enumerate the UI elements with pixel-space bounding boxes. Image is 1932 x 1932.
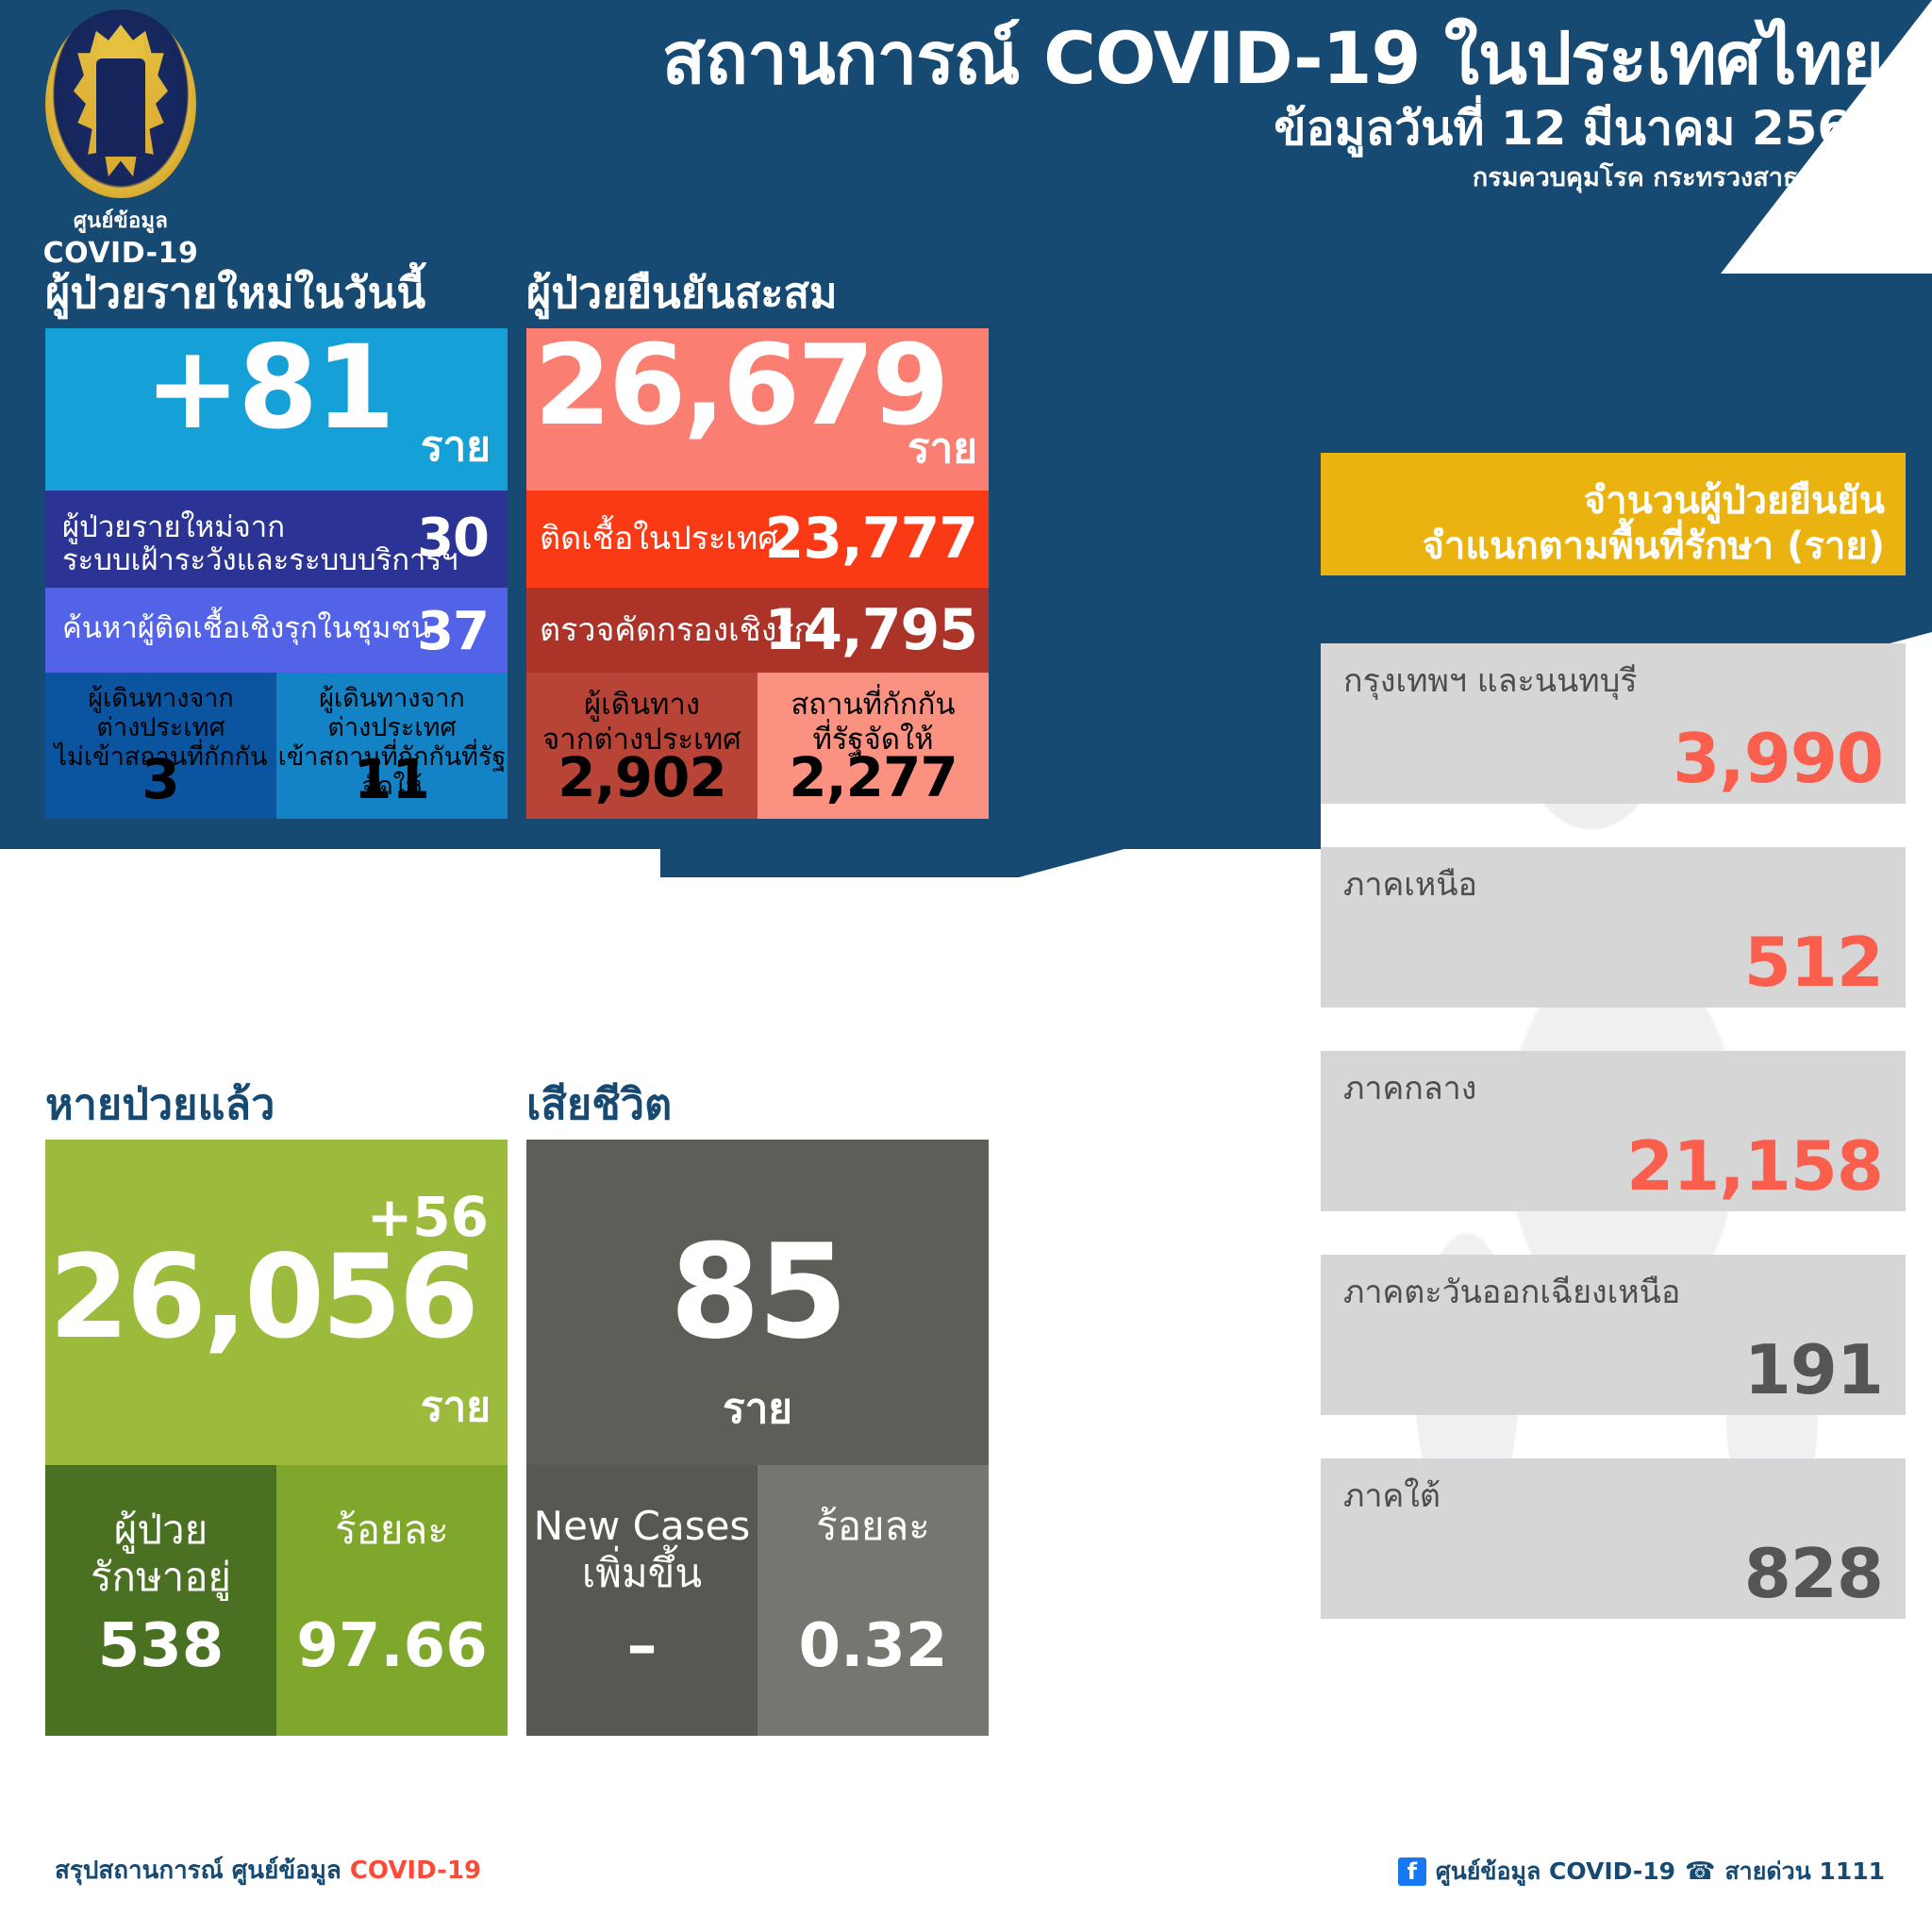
section-title-recovered: หายป่วยแล้ว (45, 1079, 275, 1129)
cumulative-row-active-screening-value: 14,795 (764, 597, 978, 663)
recovered-cell-percent-value: 97.66 (296, 1611, 488, 1681)
cumulative-quad-state-quarantine-value: 2,277 (789, 745, 958, 809)
new-cases-quad-no-quarantine-value: 3 (142, 747, 180, 811)
recovered-hero-unit: ราย (420, 1383, 491, 1431)
recovered-hero-card: +56 26,056 ราย (45, 1140, 508, 1465)
recovered-delta: +56 (366, 1185, 489, 1249)
page-title: สถานการณ์ COVID-19 ในประเทศไทย (661, 16, 1884, 100)
region-row-south-name: ภาคใต้ (1343, 1477, 1441, 1515)
region-row-north-value: 512 (1743, 923, 1884, 1002)
new-cases-quad-state-quarantine-value: 11 (354, 747, 430, 811)
regions-header-line2: จำแนกตามพื้นที่รักษา (ราย) (1422, 525, 1885, 568)
deaths-hero-card: 85 ราย (526, 1140, 989, 1465)
new-cases-row-surveillance: ผู้ป่วยรายใหม่จาก ระบบเฝ้าระวังและระบบบร… (45, 491, 508, 588)
new-cases-row-surveillance-value: 30 (417, 508, 490, 569)
cumulative-quad-from-abroad: ผู้เดินทาง จากต่างประเทศ 2,902 (526, 673, 758, 819)
cumulative-row-active-screening-label: ตรวจคัดกรองเชิงรุก (540, 611, 814, 649)
footer-facebook-text: ศูนย์ข้อมูล COVID-19 (1435, 1857, 1676, 1885)
new-cases-row-active-search-value: 37 (417, 601, 490, 662)
cumulative-hero-unit: ราย (907, 425, 977, 473)
region-row-bangkok: กรุงเทพฯ และนนทบุรี 3,990 (1321, 643, 1906, 804)
footer-phone-text: สายด่วน 1111 (1724, 1857, 1885, 1885)
deaths-hero-unit: ราย (722, 1385, 793, 1433)
new-cases-quad-no-quarantine-label: ผู้เดินทางจาก ต่างประเทศ ไม่เข้าสถานที่ก… (54, 684, 268, 773)
deaths-hero-value: 85 (669, 1216, 848, 1368)
recovered-cell-under-treatment: ผู้ป่วย รักษาอยู่ 538 (45, 1465, 276, 1736)
deaths-cell-new-cases: New Cases เพิ่มขึ้น – (526, 1465, 758, 1736)
region-row-bangkok-value: 3,990 (1673, 719, 1884, 798)
new-cases-row-active-search-label: ค้นหาผู้ติดเชื้อเชิงรุกในชุมชน (62, 611, 431, 645)
new-cases-row-surveillance-label: ผู้ป่วยรายใหม่จาก ระบบเฝ้าระวังและระบบบร… (62, 510, 458, 577)
cumulative-row-domestic-value: 23,777 (764, 506, 978, 572)
header-text-block: สถานการณ์ COVID-19 ในประเทศไทย ข้อมูลวัน… (661, 16, 1884, 194)
new-cases-hero-unit: ราย (420, 423, 491, 471)
footer-left-highlight: COVID-19 (349, 1857, 482, 1885)
region-row-central-name: ภาคกลาง (1343, 1070, 1477, 1108)
region-row-south-value: 828 (1743, 1534, 1884, 1613)
new-cases-quad-state-quarantine-label: ผู้เดินทางจาก ต่างประเทศ เข้าสถานที่กักก… (277, 684, 507, 802)
deaths-cell-new-cases-value: – (626, 1611, 658, 1681)
new-cases-row-active-search: ค้นหาผู้ติดเชื้อเชิงรุกในชุมชน 37 (45, 588, 508, 673)
recovered-cell-percent-label: ร้อยละ (335, 1507, 449, 1553)
new-cases-quad-no-quarantine: ผู้เดินทางจาก ต่างประเทศ ไม่เข้าสถานที่ก… (45, 673, 276, 819)
cumulative-hero-value: 26,679 (534, 320, 949, 450)
page-date: ข้อมูลวันที่ 12 มีนาคม 2564 (1274, 100, 1883, 156)
cumulative-hero-card: 26,679 ราย (526, 328, 989, 491)
page-organization: กรมควบคุมโรค กระทรวงสาธารณสุข (1472, 162, 1883, 192)
recovered-cell-under-treatment-value: 538 (97, 1611, 225, 1681)
footer-left: สรุปสถานการณ์ ศูนย์ข้อมูล COVID-19 (55, 1851, 481, 1890)
page-header: ศูนย์ข้อมูล COVID-19 สถานการณ์ COVID-19 … (0, 0, 1932, 274)
thai-royal-garuda-emblem-icon (45, 9, 196, 198)
new-cases-hero-card: +81 ราย (45, 328, 508, 491)
phone-icon: ☎ (1685, 1857, 1716, 1886)
logo-subtitle-covid: COVID-19 (42, 237, 199, 270)
footer-left-text: สรุปสถานการณ์ ศูนย์ข้อมูล (55, 1857, 350, 1885)
cumulative-quad-state-quarantine: สถานที่กักกัน ที่รัฐจัดให้ 2,277 (758, 673, 989, 819)
region-row-northeast: ภาคตะวันออกเฉียงเหนือ 191 (1321, 1255, 1906, 1415)
cumulative-quad-from-abroad-label: ผู้เดินทาง จากต่างประเทศ (542, 688, 741, 758)
cumulative-row-active-screening: ตรวจคัดกรองเชิงรุก 14,795 (526, 588, 989, 673)
deaths-cell-percent-label: ร้อยละ (816, 1503, 930, 1549)
region-row-northeast-value: 191 (1743, 1330, 1884, 1409)
cumulative-quad-state-quarantine-label: สถานที่กักกัน ที่รัฐจัดให้ (791, 688, 956, 758)
logo-block: ศูนย์ข้อมูล COVID-19 (26, 9, 215, 270)
section-title-cumulative: ผู้ป่วยยืนยันสะสม (526, 268, 838, 318)
recovered-cell-percent: ร้อยละ 97.66 (276, 1465, 508, 1736)
regions-header-card: จำนวนผู้ป่วยยืนยัน จำแนกตามพื้นที่รักษา … (1321, 453, 1906, 575)
facebook-icon[interactable]: f (1397, 1857, 1426, 1886)
cumulative-quad-from-abroad-value: 2,902 (558, 745, 726, 809)
region-row-north: ภาคเหนือ 512 (1321, 847, 1906, 1008)
region-row-south: ภาคใต้ 828 (1321, 1458, 1906, 1619)
region-row-central-value: 21,158 (1626, 1126, 1884, 1206)
region-row-bangkok-name: กรุงเทพฯ และนนทบุรี (1343, 662, 1638, 700)
regions-header-line1: จำนวนผู้ป่วยยืนยัน (1583, 479, 1885, 523)
deaths-cell-percent-value: 0.32 (798, 1611, 948, 1681)
new-cases-hero-value: +81 (144, 321, 395, 455)
recovered-cell-under-treatment-label: ผู้ป่วย รักษาอยู่ (90, 1507, 232, 1601)
footer-right: f ศูนย์ข้อมูล COVID-19 ☎ สายด่วน 1111 (1397, 1853, 1885, 1890)
logo-subtitle-thai: ศูนย์ข้อมูล (73, 209, 169, 233)
cumulative-row-domestic: ติดเชื้อในประเทศ 23,777 (526, 491, 989, 588)
region-row-northeast-name: ภาคตะวันออกเฉียงเหนือ (1343, 1274, 1681, 1311)
deaths-cell-percent: ร้อยละ 0.32 (758, 1465, 989, 1736)
cumulative-row-domestic-label: ติดเชื้อในประเทศ (540, 520, 778, 558)
new-cases-quad-state-quarantine: ผู้เดินทางจาก ต่างประเทศ เข้าสถานที่กักก… (276, 673, 508, 819)
section-title-new-cases: ผู้ป่วยรายใหม่ในวันนี้ (45, 268, 426, 318)
deaths-cell-new-cases-label: New Cases เพิ่มขึ้น (533, 1503, 751, 1597)
recovered-hero-value: 26,056 (49, 1230, 479, 1364)
section-title-deaths: เสียชีวิต (526, 1079, 673, 1129)
region-row-north-name: ภาคเหนือ (1343, 866, 1477, 904)
region-row-central: ภาคกลาง 21,158 (1321, 1051, 1906, 1211)
